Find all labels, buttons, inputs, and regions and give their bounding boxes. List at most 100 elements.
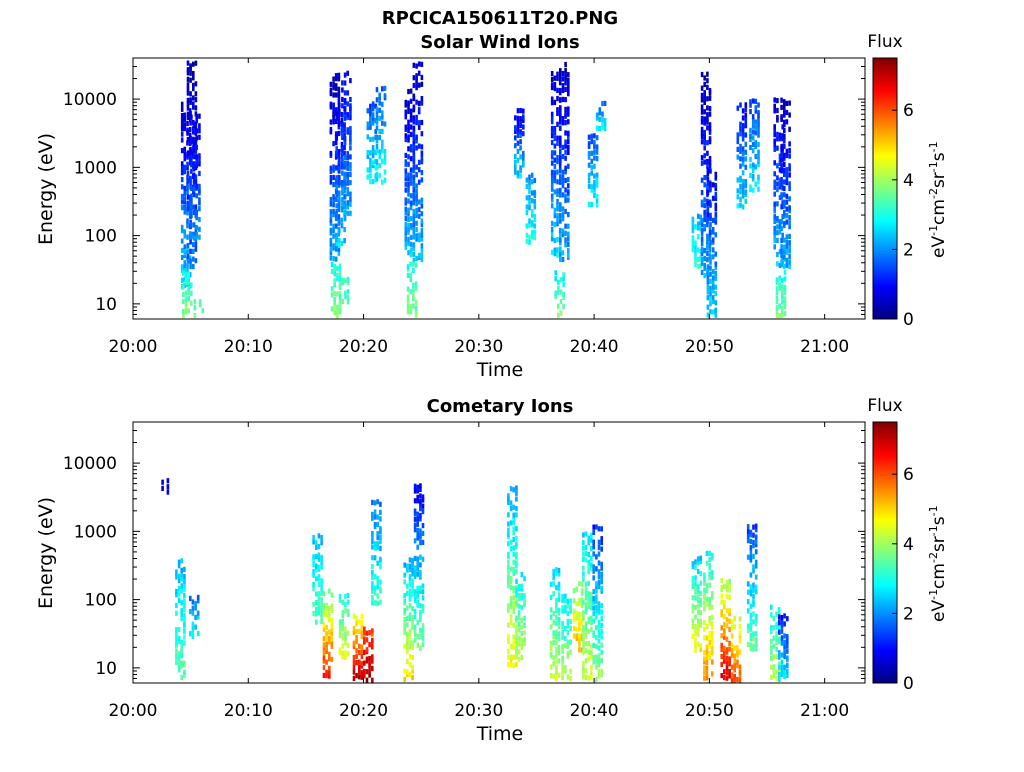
heatmap-cell (723, 634, 726, 640)
heatmap-cell (564, 193, 567, 199)
heatmap-cell (590, 532, 593, 538)
heatmap-cell (711, 650, 714, 656)
heatmap-cell (376, 541, 379, 547)
heatmap-cell (407, 186, 410, 192)
heatmap-cell (346, 204, 349, 210)
heatmap-cell (556, 158, 559, 165)
heatmap-cell (421, 626, 425, 632)
heatmap-cell (355, 648, 358, 654)
heatmap-cell (770, 644, 773, 650)
heatmap-cell (516, 173, 520, 179)
heatmap-cell (322, 642, 326, 648)
heatmap-cell (559, 277, 563, 283)
heatmap-cell (512, 585, 515, 591)
heatmap-cell (320, 535, 323, 541)
heatmap-cell (333, 304, 336, 310)
heatmap-cell (175, 588, 178, 595)
heatmap-cell (777, 607, 781, 613)
heatmap-cell (550, 76, 554, 83)
heatmap-cell (421, 508, 425, 515)
heatmap-cell (379, 509, 382, 515)
heatmap-cell (412, 217, 416, 223)
heatmap-cell (507, 638, 510, 645)
heatmap-cell (741, 170, 745, 176)
heatmap-cell (329, 201, 333, 207)
heatmap-cell (383, 177, 387, 183)
heatmap-cell (187, 295, 190, 301)
heatmap-cell (507, 564, 510, 570)
y-tick-label: 100 (85, 591, 117, 611)
heatmap-cell (550, 177, 554, 183)
heatmap-cell (706, 312, 710, 318)
heatmap-cell (757, 110, 760, 116)
heatmap-cell (412, 62, 416, 68)
y-tick-label: 10 (95, 659, 117, 679)
heatmap-cell (555, 597, 558, 603)
heatmap-cell (559, 160, 562, 166)
heatmap-cell (592, 564, 595, 570)
heatmap-cell (512, 654, 515, 660)
heatmap-cell (711, 279, 715, 285)
heatmap-cell (749, 529, 753, 535)
heatmap-cell (598, 110, 602, 116)
heatmap-cell (736, 146, 740, 152)
heatmap-cell (420, 228, 424, 234)
heatmap-cell (349, 96, 352, 103)
heatmap-cell (550, 231, 554, 237)
heatmap-cell (363, 649, 366, 655)
heatmap-cell (703, 159, 706, 165)
heatmap-cell (566, 651, 570, 657)
heatmap-cell (183, 586, 186, 592)
heatmap-cell (514, 153, 517, 159)
heatmap-cell (752, 619, 755, 625)
heatmap-cell (754, 119, 758, 125)
heatmap-cell (785, 257, 789, 263)
heatmap-cell (733, 662, 736, 668)
heatmap-cell (584, 667, 588, 674)
heatmap-cell (335, 165, 338, 171)
heatmap-cell (705, 624, 709, 630)
heatmap-cell (346, 191, 349, 197)
heatmap-cell (561, 648, 564, 654)
x-tick-label: 20:40 (570, 337, 619, 357)
heatmap-cell (694, 614, 697, 620)
heatmap-cell (559, 289, 563, 295)
heatmap-cell (703, 182, 706, 188)
heatmap-cell (703, 224, 706, 230)
heatmap-cell (373, 585, 377, 591)
heatmap-cell (703, 81, 706, 88)
heatmap-cell (403, 629, 406, 635)
heatmap-cell (330, 630, 334, 636)
heatmap-cell (723, 650, 726, 656)
heatmap-cell (584, 587, 588, 593)
heatmap-cell (413, 522, 417, 528)
heatmap-cell (409, 200, 413, 206)
heatmap-cell (378, 92, 381, 98)
x-axis-label: Time (476, 723, 524, 745)
heatmap-cell (360, 625, 364, 631)
heatmap-cell (358, 664, 361, 670)
heatmap-cell (706, 158, 709, 165)
heatmap-cell (749, 549, 753, 555)
heatmap-cell (196, 630, 200, 637)
heatmap-cell (183, 603, 186, 609)
heatmap-cell (556, 121, 559, 127)
heatmap-cell (709, 271, 712, 277)
heatmap-cell (315, 611, 318, 617)
heatmap-cell (379, 579, 382, 585)
heatmap-cell (338, 597, 342, 603)
heatmap-cell (595, 581, 598, 587)
heatmap-cell (584, 557, 588, 563)
heatmap-cell (780, 628, 784, 634)
heatmap-cell (708, 634, 711, 640)
heatmap-cell (696, 624, 700, 630)
heatmap-cell (780, 162, 783, 168)
heatmap-cell (725, 670, 729, 676)
x-axis-label: Time (476, 359, 524, 381)
heatmap-cell (183, 146, 187, 152)
heatmap-cell (773, 171, 776, 177)
heatmap-cell (383, 85, 387, 91)
heatmap-cell (783, 220, 786, 227)
heatmap-cell (561, 169, 565, 175)
